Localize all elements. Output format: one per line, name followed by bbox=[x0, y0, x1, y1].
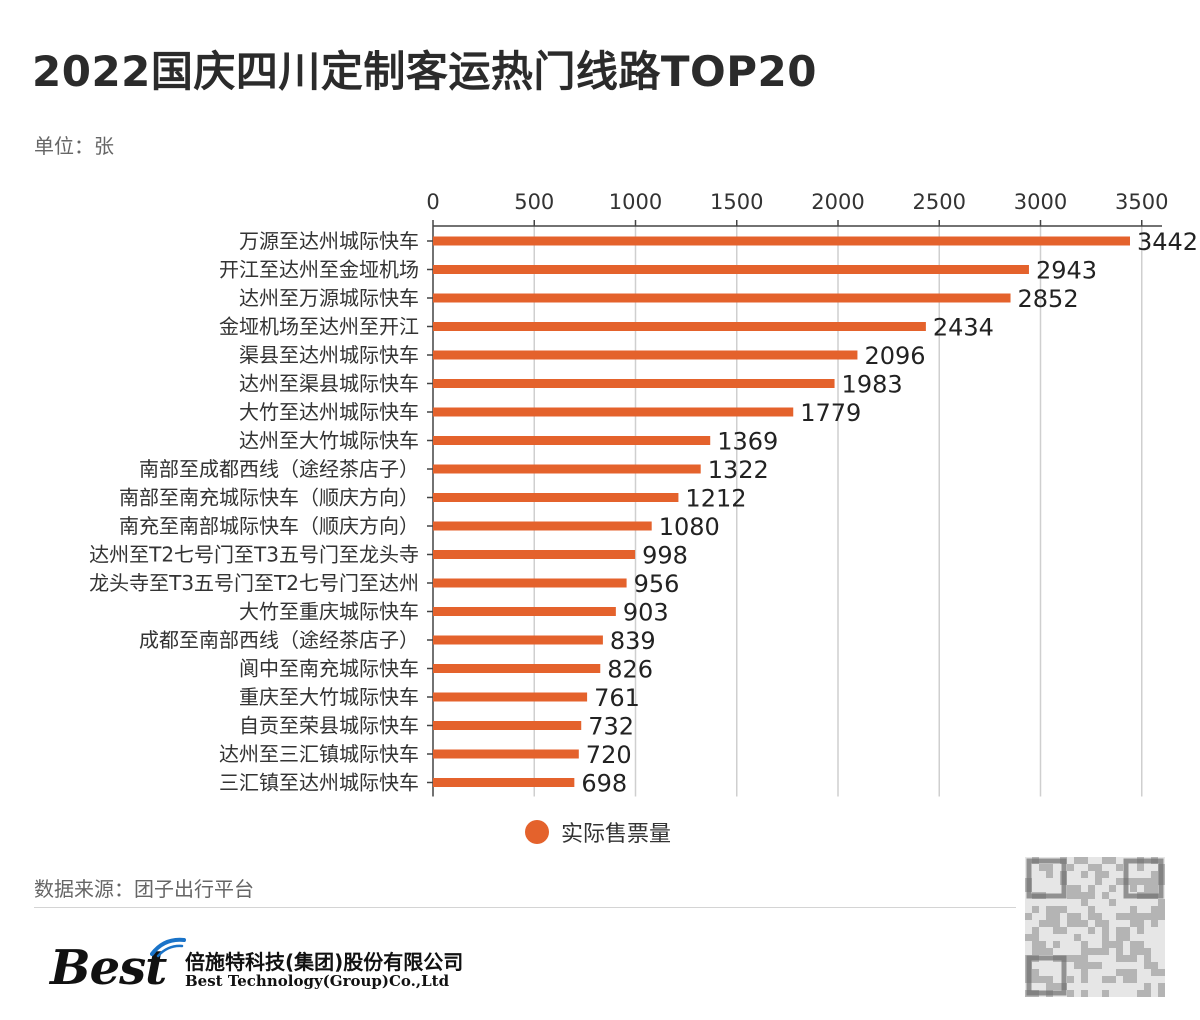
legend-label: 实际售票量 bbox=[561, 822, 672, 847]
data-label: 956 bbox=[634, 570, 680, 598]
category-label: 金垭机场至达州至开江 bbox=[219, 315, 419, 339]
category-label: 成都至南部西线（途经茶店子） bbox=[139, 628, 419, 652]
data-label: 2943 bbox=[1036, 257, 1097, 285]
legend: 实际售票量 bbox=[525, 816, 671, 848]
category-label: 达州至渠县城际快车 bbox=[239, 372, 419, 396]
category-label: 大竹至达州城际快车 bbox=[239, 400, 419, 424]
company-name-en: Best Technology(Group)Co.,Ltd bbox=[185, 972, 450, 990]
x-tick-label: 1500 bbox=[710, 190, 763, 214]
category-label: 达州至T2七号门至T3五号门至龙头寺 bbox=[89, 543, 419, 567]
category-label: 达州至万源城际快车 bbox=[239, 286, 419, 310]
bar bbox=[433, 749, 579, 759]
qr-code[interactable] bbox=[1025, 857, 1165, 997]
category-label: 自贡至荣县城际快车 bbox=[239, 714, 419, 738]
x-tick-label: 2500 bbox=[913, 190, 966, 214]
bar bbox=[433, 464, 701, 474]
data-label: 1080 bbox=[659, 513, 720, 541]
data-label: 826 bbox=[607, 656, 653, 684]
bar bbox=[433, 350, 858, 360]
bar bbox=[433, 407, 794, 417]
bar bbox=[433, 379, 835, 388]
category-label: 南部至成都西线（途经茶店子） bbox=[139, 457, 419, 481]
category-label: 南充至南部城际快车（顺庆方向） bbox=[119, 514, 419, 538]
logo-swoosh-icon bbox=[150, 937, 186, 958]
category-label: 达州至三汇镇城际快车 bbox=[219, 742, 419, 766]
category-label: 渠县至达州城际快车 bbox=[239, 343, 419, 367]
bar bbox=[433, 778, 575, 787]
data-label: 732 bbox=[588, 713, 634, 741]
bar bbox=[433, 635, 603, 645]
bar bbox=[433, 436, 711, 445]
unit-label: 单位：张 bbox=[34, 134, 114, 158]
data-label: 998 bbox=[642, 542, 688, 570]
data-label: 2852 bbox=[1018, 285, 1079, 313]
company-logo: Best bbox=[50, 940, 167, 996]
x-tick-label: 0 bbox=[426, 190, 439, 214]
bar bbox=[433, 293, 1011, 303]
category-label: 万源至达州城际快车 bbox=[239, 229, 419, 253]
company-name-cn: 倍施特科技(集团)股份有限公司 bbox=[185, 950, 464, 974]
data-label: 1983 bbox=[842, 371, 903, 399]
category-label: 龙头寺至T3五号门至T2七号门至达州 bbox=[89, 571, 419, 595]
bar bbox=[433, 322, 926, 331]
footer-divider bbox=[34, 907, 1016, 908]
data-label: 839 bbox=[610, 627, 656, 655]
bar bbox=[433, 550, 636, 559]
x-tick-label: 2000 bbox=[811, 190, 864, 214]
data-label: 2096 bbox=[864, 342, 925, 370]
category-label: 南部至南充城际快车（顺庆方向） bbox=[119, 486, 419, 510]
bar bbox=[433, 521, 652, 531]
data-label: 3442 bbox=[1137, 228, 1198, 256]
bar bbox=[433, 664, 601, 673]
category-label: 大竹至重庆城际快车 bbox=[239, 600, 419, 624]
data-label: 1322 bbox=[708, 456, 769, 484]
data-label: 698 bbox=[581, 770, 627, 798]
bar bbox=[433, 578, 627, 588]
legend-marker bbox=[525, 820, 549, 844]
x-tick-label: 1000 bbox=[609, 190, 662, 214]
data-label: 2434 bbox=[933, 314, 994, 342]
data-label: 1212 bbox=[685, 485, 746, 513]
category-label: 开江至达州至金垭机场 bbox=[219, 258, 419, 282]
data-label: 720 bbox=[586, 741, 632, 769]
bar bbox=[433, 721, 582, 730]
category-label: 三汇镇至达州城际快车 bbox=[219, 771, 419, 795]
data-label: 1369 bbox=[717, 428, 778, 456]
x-tick-label: 3500 bbox=[1115, 190, 1168, 214]
x-tick-label: 3000 bbox=[1014, 190, 1067, 214]
data-label: 903 bbox=[623, 599, 669, 627]
bar bbox=[433, 236, 1131, 246]
category-label: 达州至大竹城际快车 bbox=[239, 429, 419, 453]
category-label: 重庆至大竹城际快车 bbox=[239, 685, 419, 709]
data-label: 1779 bbox=[800, 399, 861, 427]
chart-title: 2022国庆四川定制客运热门线路TOP20 bbox=[32, 47, 817, 96]
data-source: 数据来源：团子出行平台 bbox=[34, 877, 254, 901]
category-label: 阆中至南充城际快车 bbox=[239, 657, 419, 681]
bar bbox=[433, 265, 1029, 274]
bar-chart: 0 500 1000 1500 2000 2500 3000 3500 万源至达州城际快车 344… bbox=[89, 190, 1198, 798]
bar bbox=[433, 607, 616, 616]
bar bbox=[433, 692, 588, 702]
x-tick-label: 500 bbox=[514, 190, 554, 214]
bar bbox=[433, 493, 679, 502]
data-label: 761 bbox=[594, 684, 640, 712]
